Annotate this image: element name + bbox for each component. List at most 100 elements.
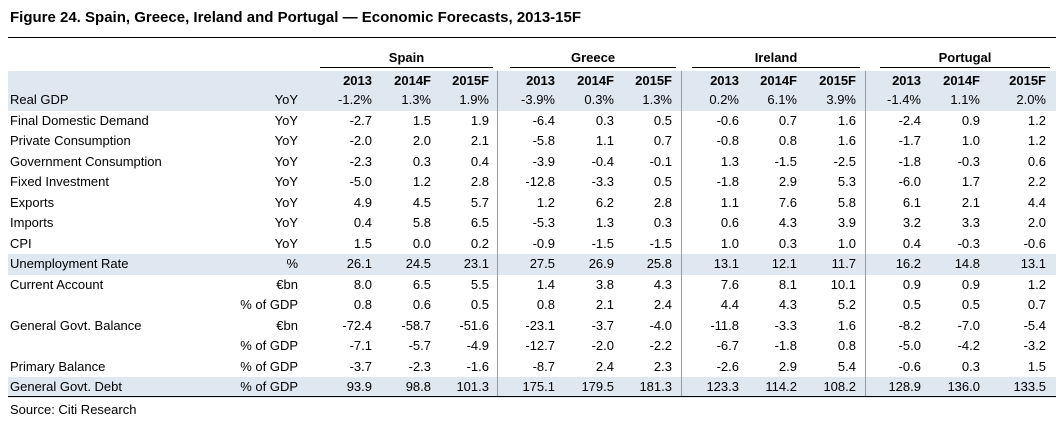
value-cell: -58.7 — [401, 317, 431, 333]
value-cell: 123.3 — [706, 379, 739, 394]
value-cell: 0.5 — [961, 297, 980, 312]
column-separator — [865, 71, 866, 396]
country-underline — [692, 67, 860, 68]
value-cell: -0.8 — [716, 133, 739, 148]
value-cell: 12.1 — [771, 256, 797, 271]
value-cell: -3.3 — [591, 174, 614, 189]
value-cell: 6.1 — [902, 194, 921, 210]
year-header: 2014F — [943, 73, 980, 88]
value-cell: 5.2 — [837, 297, 856, 312]
row-unit: % — [286, 256, 298, 271]
value-cell: 1.5 — [353, 235, 372, 251]
value-cell: 5.5 — [470, 276, 489, 292]
row-label: General Govt. Debt — [10, 379, 122, 394]
value-cell: -4.0 — [649, 317, 672, 333]
value-cell: -72.4 — [342, 317, 372, 333]
value-cell: -12.7 — [525, 338, 555, 353]
country-header: Portugal — [938, 50, 992, 65]
value-cell: 133.5 — [1013, 379, 1046, 394]
row-unit: YoY — [274, 235, 298, 251]
value-cell: 5.4 — [837, 358, 856, 374]
value-cell: -1.8 — [898, 153, 921, 169]
value-cell: -5.3 — [532, 215, 555, 230]
value-cell: 1.3% — [401, 92, 431, 107]
year-header: 2014F — [760, 73, 797, 88]
value-cell: 2.2 — [1027, 174, 1046, 189]
value-cell: 0.3 — [595, 112, 614, 128]
value-cell: 3.8 — [595, 276, 614, 292]
source-note: Source: Citi Research — [10, 402, 137, 417]
value-cell: -2.7 — [349, 112, 372, 128]
value-cell: 1.9% — [459, 92, 489, 107]
value-cell: 0.5 — [653, 174, 672, 189]
value-cell: -2.0 — [349, 133, 372, 148]
row-label: Current Account — [10, 276, 104, 292]
value-cell: 108.2 — [823, 379, 856, 394]
row-label: Exports — [10, 194, 55, 210]
value-cell: 1.3 — [720, 153, 739, 169]
value-cell: -3.7 — [591, 317, 614, 333]
year-header: 2013 — [710, 73, 739, 88]
value-cell: 27.5 — [529, 256, 555, 271]
value-cell: -2.0 — [591, 338, 614, 353]
value-cell: 0.7 — [653, 133, 672, 148]
value-cell: 179.5 — [581, 379, 614, 394]
value-cell: 4.3 — [778, 297, 797, 312]
country-header: Greece — [570, 50, 616, 65]
row-label: CPI — [10, 235, 32, 251]
value-cell: 2.1 — [961, 194, 980, 210]
value-cell: 0.4 — [470, 153, 489, 169]
row-label: Primary Balance — [10, 358, 106, 374]
value-cell: -2.4 — [898, 112, 921, 128]
value-cell: -0.6 — [898, 358, 921, 374]
row-unit: YoY — [274, 133, 298, 148]
value-cell: 1.7 — [961, 174, 980, 189]
year-header: 2013 — [892, 73, 921, 88]
row-unit: YoY — [274, 92, 298, 107]
value-cell: 1.5 — [412, 112, 431, 128]
value-cell: -1.5 — [774, 153, 797, 169]
value-cell: -6.7 — [716, 338, 739, 353]
value-cell: -3.2 — [1023, 338, 1046, 353]
value-cell: 0.6 — [1027, 153, 1046, 169]
year-header: 2015F — [635, 73, 672, 88]
value-cell: -8.7 — [532, 358, 555, 374]
value-cell: 3.3 — [961, 215, 980, 230]
value-cell: -5.7 — [408, 338, 431, 353]
value-cell: 1.0 — [961, 133, 980, 148]
value-cell: -3.9% — [521, 92, 555, 107]
value-cell: -1.2% — [338, 92, 372, 107]
country-header: Ireland — [754, 50, 798, 65]
value-cell: 0.9 — [961, 112, 980, 128]
value-cell: 0.4 — [902, 235, 921, 251]
value-cell: 0.3 — [778, 235, 797, 251]
value-cell: -6.0 — [898, 174, 921, 189]
value-cell: 181.3 — [639, 379, 672, 394]
value-cell: 1.4 — [536, 276, 555, 292]
value-cell: 7.6 — [720, 276, 739, 292]
value-cell: 1.3 — [595, 215, 614, 230]
value-cell: 2.4 — [595, 358, 614, 374]
value-cell: -2.6 — [716, 358, 739, 374]
value-cell: 1.6 — [837, 112, 856, 128]
column-separator — [497, 71, 498, 396]
year-header: 2015F — [1009, 73, 1046, 88]
value-cell: 0.5 — [653, 112, 672, 128]
value-cell: -1.5 — [649, 235, 672, 251]
value-cell: 4.9 — [353, 194, 372, 210]
value-cell: -3.3 — [774, 317, 797, 333]
country-underline — [510, 67, 676, 68]
bottom-rule — [8, 396, 1056, 397]
value-cell: -0.3 — [957, 235, 980, 251]
value-cell: -5.4 — [1023, 317, 1046, 333]
row-unit: % of GDP — [240, 297, 298, 312]
value-cell: 2.8 — [470, 174, 489, 189]
row-label: General Govt. Balance — [10, 317, 142, 333]
value-cell: 101.3 — [456, 379, 489, 394]
value-cell: 2.4 — [653, 297, 672, 312]
value-cell: 1.0 — [720, 235, 739, 251]
value-cell: 175.1 — [522, 379, 555, 394]
value-cell: 0.4 — [353, 215, 372, 230]
value-cell: -0.4 — [591, 153, 614, 169]
value-cell: -1.4% — [887, 92, 921, 107]
